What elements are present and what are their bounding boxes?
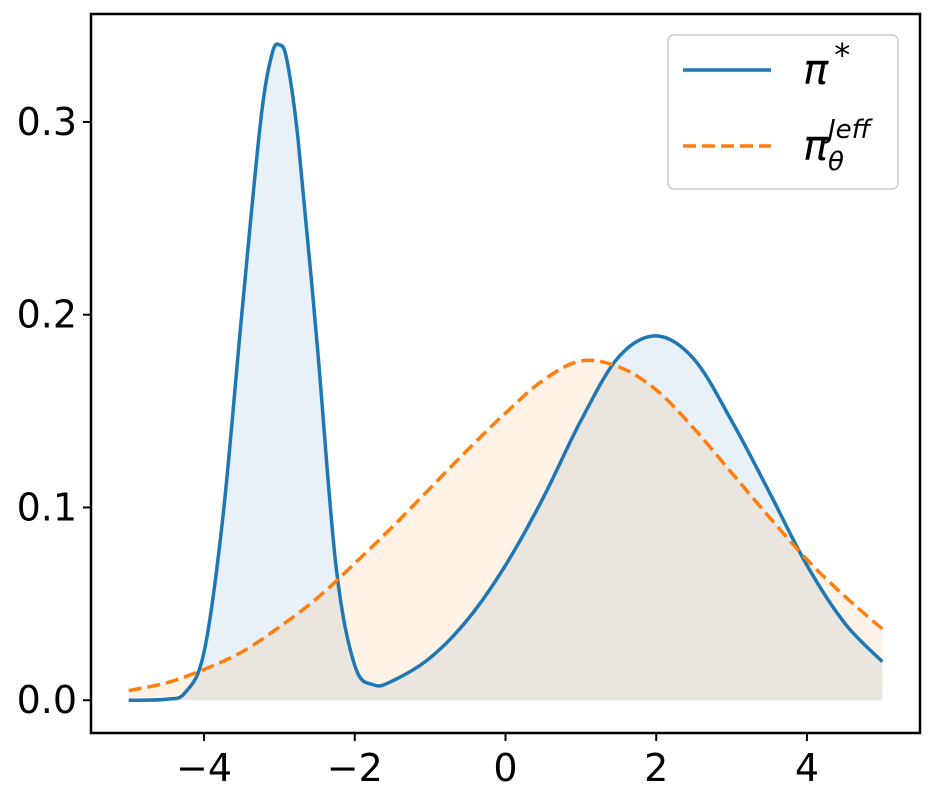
y-axis: 0.0 0.1 0.2 0.3 bbox=[17, 100, 91, 722]
x-tick-label: −2 bbox=[327, 746, 383, 790]
series-0-fill bbox=[128, 44, 883, 701]
x-tick-label: 0 bbox=[493, 746, 517, 790]
line-layer bbox=[128, 42, 884, 702]
y-tick-label: 0.3 bbox=[17, 100, 77, 144]
legend-jeff-sup: Jeff bbox=[823, 115, 874, 145]
legend-theta-sub: θ bbox=[828, 147, 844, 177]
x-tick-label: −4 bbox=[176, 746, 232, 790]
series-0-line bbox=[128, 42, 884, 702]
legend: π * πJeff θ bbox=[667, 34, 899, 190]
y-tick-label: 0.1 bbox=[17, 485, 77, 529]
y-tick-label: 0.2 bbox=[17, 293, 77, 337]
x-tick-label: 4 bbox=[795, 746, 819, 790]
x-tick-label: 2 bbox=[644, 746, 668, 790]
y-tick-label: 0.0 bbox=[17, 678, 77, 722]
fill-layer bbox=[128, 44, 883, 701]
series-1-line bbox=[128, 358, 884, 693]
legend-label-pi-star: π * bbox=[803, 36, 850, 94]
series-1-fill bbox=[128, 360, 883, 701]
legend-label-pi-jeff: πJeff θ bbox=[803, 115, 874, 177]
legend-box bbox=[667, 34, 899, 190]
x-axis: −4 −2 0 2 4 bbox=[176, 733, 819, 790]
